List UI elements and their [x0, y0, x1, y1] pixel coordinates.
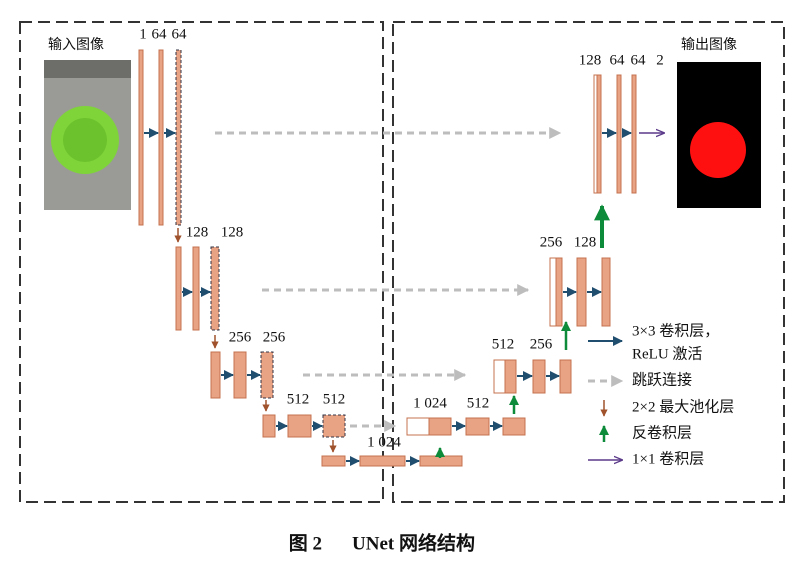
caption-figure: 图 2 — [289, 532, 322, 554]
channel-label: 512 — [323, 391, 346, 407]
output-label: 输出图像 — [681, 37, 737, 53]
channel-label: 128 — [574, 234, 597, 250]
copied-map — [549, 257, 557, 327]
channel-label: 512 — [287, 391, 310, 407]
channel-label: 256 — [540, 234, 563, 250]
channel-label: 64 — [152, 26, 168, 42]
pooled-copy — [322, 414, 346, 438]
feature-map — [210, 351, 221, 399]
channel-label: 256 — [263, 329, 286, 345]
feature-map — [596, 74, 602, 194]
feature-map — [233, 351, 247, 399]
channel-label: 2 — [656, 52, 664, 68]
legend-label: 1×1 卷积层 — [632, 450, 704, 467]
copied-map — [493, 359, 506, 394]
decoder-box — [392, 21, 785, 503]
feature-map — [138, 49, 144, 226]
feature-map — [616, 74, 622, 194]
channel-label: 1 024 — [367, 434, 401, 450]
feature-map — [428, 417, 452, 436]
input-label: 输入图像 — [48, 37, 104, 53]
encoder-box — [19, 21, 384, 503]
channel-label: 64 — [631, 52, 647, 68]
feature-map — [359, 455, 406, 467]
legend-label: ReLU 激活 — [632, 345, 702, 362]
copied-map — [406, 417, 430, 436]
channel-label: 512 — [467, 395, 490, 411]
channel-label: 256 — [530, 336, 553, 352]
caption-title: UNet 网络结构 — [352, 531, 475, 554]
legend-label: 跳跃连接 — [632, 371, 692, 388]
channel-label: 128 — [579, 52, 602, 68]
feature-map — [502, 417, 526, 436]
channel-label: 64 — [172, 26, 188, 42]
pooled-copy — [260, 351, 274, 399]
feature-map — [262, 414, 276, 438]
feature-map — [555, 257, 563, 327]
feature-map — [175, 246, 182, 331]
legend-label: 2×2 最大池化层 — [632, 398, 734, 415]
feature-map — [465, 417, 490, 436]
pooled-copy — [210, 246, 220, 331]
output-image — [677, 62, 761, 208]
feature-map — [287, 414, 312, 438]
channel-label: 256 — [229, 329, 252, 345]
feature-map — [559, 359, 572, 394]
feature-map — [576, 257, 587, 327]
feature-map — [321, 455, 346, 467]
channel-label: 128 — [221, 224, 244, 240]
feature-map — [631, 74, 637, 194]
feature-map — [158, 49, 164, 226]
feature-map — [192, 246, 200, 331]
feature-map — [504, 359, 517, 394]
legend-label: 3×3 卷积层， — [632, 322, 719, 339]
input-image — [44, 60, 131, 210]
channel-label: 1 — [139, 26, 147, 42]
feature-map — [532, 359, 546, 394]
channel-label: 512 — [492, 336, 515, 352]
pooled-copy — [175, 49, 182, 226]
channel-label: 64 — [610, 52, 626, 68]
channel-label: 128 — [186, 224, 209, 240]
legend-label: 反卷积层 — [632, 424, 692, 441]
feature-map — [601, 257, 611, 327]
channel-label: 1 024 — [413, 395, 447, 411]
